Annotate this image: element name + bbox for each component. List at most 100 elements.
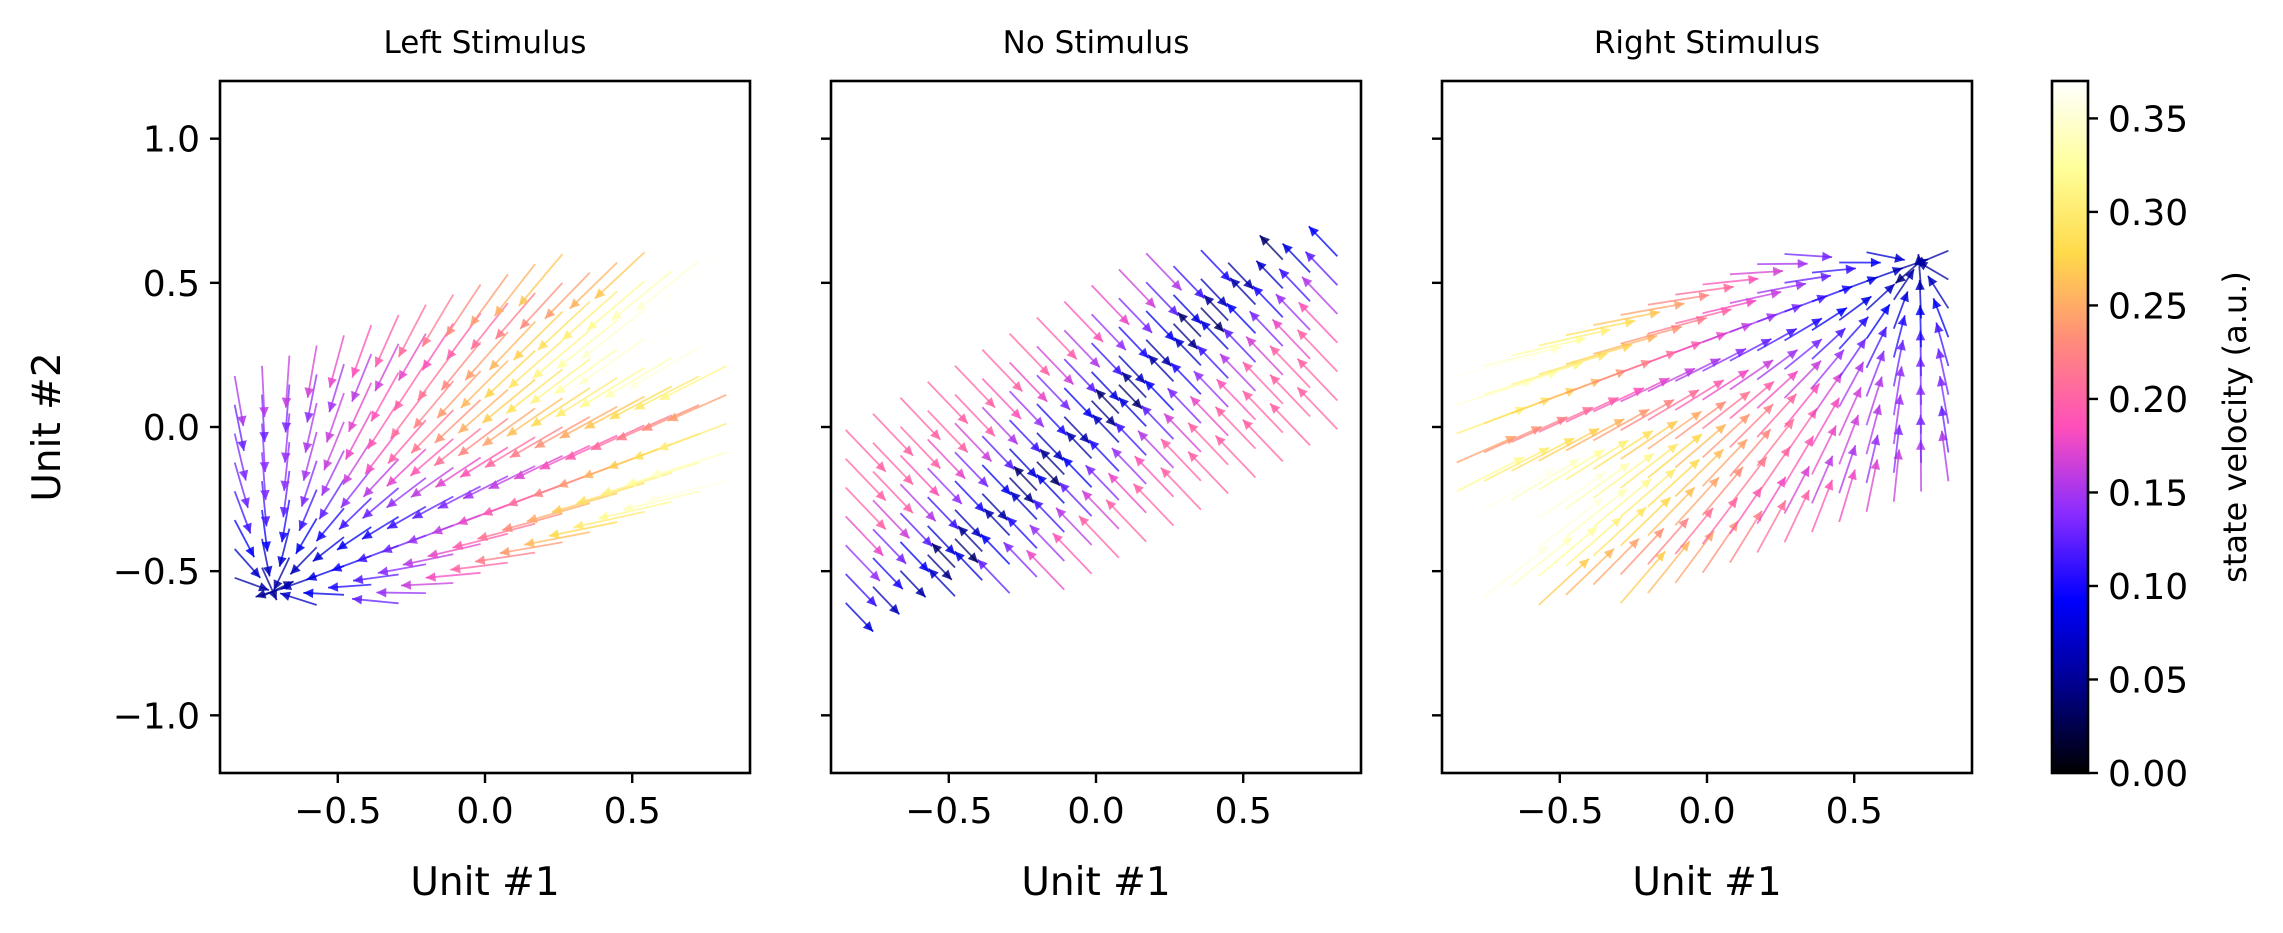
quiver-arrow <box>927 467 963 505</box>
quiver-arrow <box>1297 301 1339 344</box>
quiver-arrow <box>344 411 373 461</box>
quiver-arrow <box>1647 291 1710 306</box>
quiver-arrow <box>1036 461 1061 487</box>
quiver-arrow <box>259 394 269 443</box>
quiver-arrow <box>1892 339 1906 387</box>
quiver-arrow <box>402 553 454 568</box>
quiver-arrow <box>954 480 986 513</box>
quiver-arrow <box>318 479 345 520</box>
quiver-arrow <box>532 329 591 380</box>
quiver-arrow <box>1838 337 1867 379</box>
colorbar-ticks: 0.00 0.05 0.10 0.15 0.20 0.25 0.30 0.35 <box>2088 99 2188 795</box>
quiver-arrow <box>1565 462 1631 510</box>
quiver-arrow <box>667 393 727 422</box>
quiver-arrow <box>327 335 345 389</box>
quiver-arrow <box>899 512 933 548</box>
quiver-arrow <box>327 582 372 592</box>
quiver-arrow <box>289 546 318 576</box>
colorbar-tick-label: 0.25 <box>2108 286 2188 327</box>
quiver-arrow <box>981 435 1015 471</box>
quiver-arrow <box>980 533 1011 565</box>
quiver-arrow <box>1674 357 1722 382</box>
quiver-arrow <box>1271 318 1311 360</box>
quiver-arrow <box>1675 283 1734 296</box>
panel-title: No Stimulus <box>1003 25 1190 61</box>
quiver-arrow <box>1269 373 1311 418</box>
quiver-arrow <box>1145 310 1176 342</box>
quiver-arrow <box>1177 311 1202 338</box>
quiver-arrow <box>845 573 878 607</box>
quiver-arrow <box>481 407 536 447</box>
quiver-arrow <box>1756 418 1795 467</box>
quiver-arrow <box>1811 306 1848 332</box>
panel-right-stimulus: Right Stimulus −0.5 0.0 0.5 Unit #1 <box>1432 25 1974 905</box>
quiver-arrow <box>561 290 618 341</box>
quiver-arrow <box>233 404 247 452</box>
colorbar-tick-label: 0.30 <box>2108 193 2188 234</box>
quiver-arrow <box>234 548 261 579</box>
quiver-arrow <box>518 253 564 307</box>
quiver-arrow <box>493 263 536 317</box>
quiver-arrow <box>1702 369 1750 401</box>
quiver-arrow <box>1620 420 1678 460</box>
quiver-arrow <box>529 358 591 405</box>
quiver-arrow <box>1144 379 1175 411</box>
quiver-arrow <box>1187 450 1229 495</box>
quiver-arrow <box>1052 532 1093 575</box>
quiver-arrow <box>1592 387 1645 413</box>
quiver-arrow <box>1063 358 1097 394</box>
quiver-arrow <box>1811 479 1834 533</box>
quiver-arrow <box>409 438 454 477</box>
quiver-arrow <box>954 365 996 409</box>
quiver-arrow <box>370 372 400 422</box>
colorbar-tick-label: 0.35 <box>2108 99 2188 140</box>
quiver-arrow <box>983 508 1011 537</box>
quiver-arrow <box>1510 481 1582 530</box>
quiver-arrow <box>347 382 373 433</box>
quiver-arrow <box>1008 361 1048 403</box>
y-tick-label: −0.5 <box>113 552 200 593</box>
colorbar-tick-label: 0.20 <box>2108 380 2188 421</box>
quiver-arrow <box>899 425 942 470</box>
quiver-arrow <box>872 557 904 590</box>
quiver-arrow <box>1193 370 1229 408</box>
x-tick-label: 0.5 <box>1826 791 1883 832</box>
quiver-arrow <box>1647 540 1691 594</box>
quiver-arrow <box>1483 344 1562 367</box>
quiver-arrow <box>364 429 400 475</box>
quiver-arrow <box>1269 345 1311 389</box>
quiver-arrow <box>1063 329 1101 368</box>
x-tick-label: 0.0 <box>1067 791 1124 832</box>
quiver-arrow <box>1036 345 1075 386</box>
colorbar: 0.00 0.05 0.10 0.15 0.20 0.25 0.30 0.35 state v… <box>2050 79 2254 795</box>
quiver-arrow <box>1036 374 1071 411</box>
quiver-arrow <box>1248 310 1284 347</box>
quiver-arrow <box>872 499 911 540</box>
quiver-arrow <box>397 304 427 358</box>
quiver-arrow <box>411 495 454 520</box>
quiver-arrow <box>462 475 509 500</box>
quiver-arrow <box>1456 353 1538 377</box>
quiver-arrow <box>650 451 727 478</box>
quiver-arrow <box>1187 422 1229 466</box>
quiver-arrow <box>1756 370 1799 409</box>
quiver-arrow <box>1729 289 1782 304</box>
quiver-arrow <box>1838 316 1870 350</box>
quiver-arrow <box>1081 489 1120 530</box>
quiver-arrow <box>1281 242 1311 274</box>
quiver-arrow <box>436 370 482 419</box>
quiver-arrow <box>655 307 727 354</box>
quiver-arrow <box>845 602 874 633</box>
quiver-arrow <box>1008 419 1042 454</box>
quiver-arrow <box>1132 483 1175 527</box>
quiver-arrow <box>374 343 400 392</box>
quiver-arrow <box>1620 468 1677 518</box>
quiver-arrow <box>279 470 291 518</box>
quiver-arrow <box>1058 481 1093 517</box>
quiver-arrow <box>1927 275 1950 309</box>
quiver-arrow <box>259 365 269 418</box>
quiver-arrows <box>233 249 727 606</box>
quiver-arrow <box>1865 404 1882 455</box>
quiver-arrow <box>1565 396 1619 423</box>
